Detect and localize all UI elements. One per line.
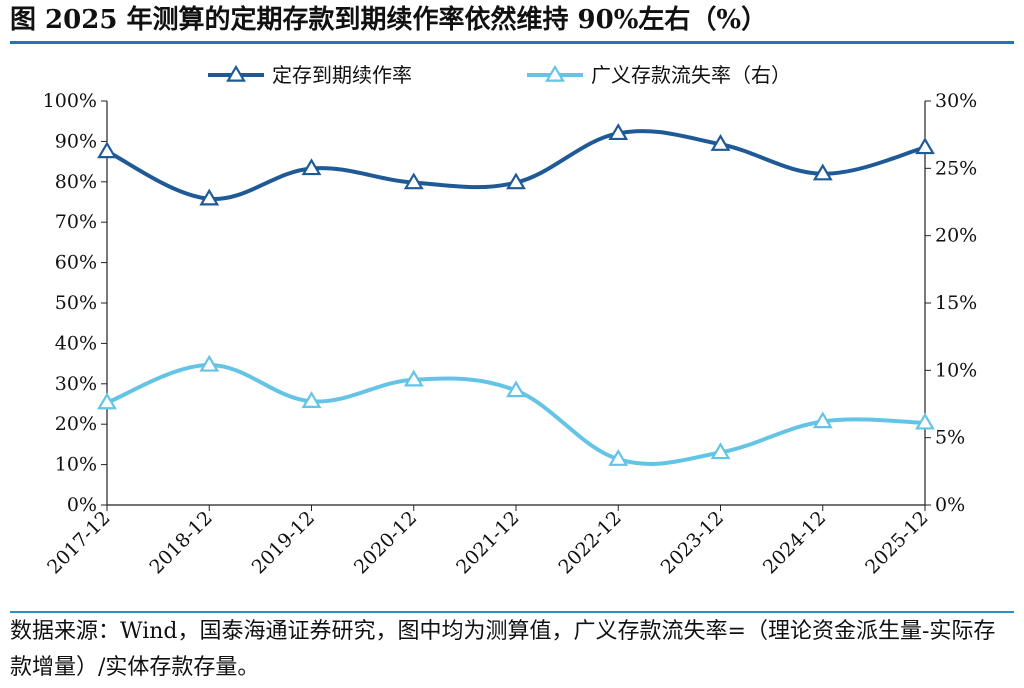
x-tick-label: 2024-12: [759, 507, 830, 578]
left-tick-label: 10%: [55, 454, 97, 476]
deposit-outflow-point: [199, 354, 220, 372]
deposit-outflow-point: [915, 412, 935, 430]
x-tick-label: 2023-12: [657, 507, 728, 578]
legend-marker: [545, 64, 565, 82]
source-note: 数据来源：Wind，国泰海通证券研究，图中均为测算值，广义存款流失率=（理论资金…: [10, 619, 996, 680]
renewal-rate-point: [97, 141, 117, 159]
right-tick-label: 10%: [935, 359, 977, 381]
renewal-rate-point: [608, 123, 629, 141]
deposit-outflow-point: [506, 380, 526, 398]
renewal-rate-point: [812, 163, 833, 181]
x-tick-label: 2020-12: [350, 507, 421, 578]
x-tick-label: 2021-12: [452, 507, 523, 578]
x-tick-label: 2017-12: [43, 507, 114, 578]
title-rule: [10, 41, 1014, 44]
left-tick-label: 30%: [55, 373, 97, 395]
left-tick-label: 100%: [43, 90, 97, 112]
x-tick-label: 2018-12: [145, 507, 216, 578]
deposit-outflow-point: [301, 391, 322, 409]
left-tick-label: 60%: [55, 252, 97, 274]
deposit-outflow-point: [812, 411, 833, 429]
renewal-rate-point: [710, 134, 731, 151]
renewal-rate-point: [301, 158, 322, 176]
renewal-rate-point: [403, 172, 424, 190]
renewal-rate-point: [915, 137, 935, 155]
deposit-outflow-point: [608, 449, 629, 466]
source-rule: [10, 611, 1014, 613]
deposit-outflow-point: [403, 369, 424, 387]
renewal-rate-point: [506, 172, 526, 190]
line-chart: 0% 10% 20% 30% 40% 50% 60% 70% 80% 90% 100% 0% 5% 10%…: [43, 63, 978, 578]
right-tick-label: 15%: [935, 292, 977, 314]
left-tick-label: 70%: [55, 211, 97, 233]
deposit-outflow-point: [710, 442, 731, 460]
right-tick-label: 25%: [935, 157, 977, 179]
left-tick-label: 40%: [55, 332, 97, 354]
left-tick-label: 0%: [67, 494, 97, 516]
left-tick-label: 90%: [55, 130, 97, 152]
left-tick-label: 80%: [55, 171, 97, 193]
legend-label: 广义存款流失率（右）: [591, 63, 791, 87]
right-tick-label: 5%: [935, 427, 965, 449]
legend-marker: [226, 64, 246, 82]
right-tick-label: 30%: [935, 90, 977, 112]
legend-label: 定存到期续作率: [272, 63, 412, 87]
deposit-outflow-line: [106, 362, 926, 466]
x-tick-label: 2019-12: [248, 507, 319, 578]
x-tick-label: 2025-12: [861, 507, 932, 578]
chart-title: 图 2025 年测算的定期存款到期续作率依然维持 90%左右（%）: [10, 5, 768, 35]
x-tick-label: 2022-12: [554, 507, 625, 578]
renewal-rate-point: [199, 188, 220, 206]
right-tick-label: 0%: [935, 494, 965, 516]
left-tick-label: 20%: [55, 413, 97, 435]
deposit-outflow-point: [97, 392, 117, 410]
left-tick-label: 50%: [55, 292, 97, 314]
right-tick-label: 20%: [935, 225, 977, 247]
